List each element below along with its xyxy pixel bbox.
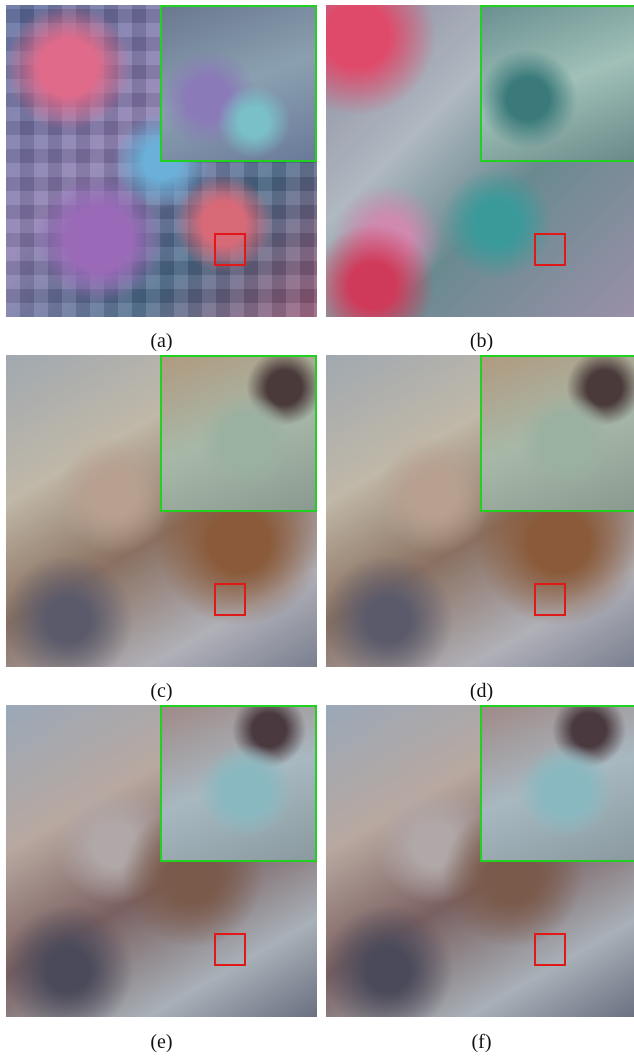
panel-caption: (c) xyxy=(6,680,317,703)
region-box xyxy=(534,583,566,616)
panel-caption: (f) xyxy=(326,1031,634,1054)
panel-caption: (e) xyxy=(6,1031,317,1054)
zoom-inset xyxy=(160,705,317,862)
zoom-inset xyxy=(160,355,317,512)
image-panel xyxy=(326,5,634,317)
region-box xyxy=(534,233,566,266)
image-panel xyxy=(326,355,634,667)
region-box xyxy=(214,933,246,966)
panel-caption: (d) xyxy=(326,680,634,703)
zoom-inset xyxy=(160,5,317,162)
figure: (a)(b)(c)(d)(e)(f) (() => { const data =… xyxy=(0,0,634,1056)
zoom-inset xyxy=(480,5,634,162)
panel-caption: (b) xyxy=(326,330,634,353)
zoom-inset xyxy=(480,705,634,862)
image-panel xyxy=(6,5,317,317)
image-panel xyxy=(326,705,634,1017)
zoom-inset xyxy=(480,355,634,512)
region-box xyxy=(214,233,246,266)
image-panel xyxy=(6,705,317,1017)
region-box xyxy=(534,933,566,966)
region-box xyxy=(214,583,246,616)
image-panel xyxy=(6,355,317,667)
panel-caption: (a) xyxy=(6,330,317,353)
